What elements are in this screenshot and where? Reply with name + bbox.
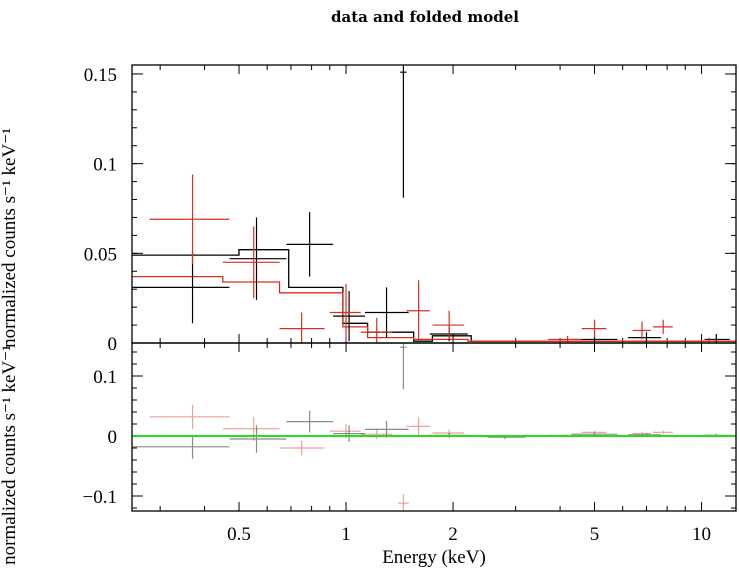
residual-point <box>632 431 651 436</box>
model-line <box>132 275 736 342</box>
data-point <box>329 283 361 342</box>
residual-group <box>286 410 334 433</box>
y-tick-label: 0.05 <box>84 244 117 265</box>
residual-point <box>652 430 673 435</box>
chart-title: data and folded model <box>331 8 519 26</box>
residual-group <box>132 434 230 459</box>
residual-group <box>149 404 230 429</box>
y-tick-label: −0.1 <box>83 487 117 508</box>
residual-group <box>333 425 365 442</box>
data-point <box>364 287 409 338</box>
residual-group <box>397 494 409 511</box>
data-point <box>279 312 325 343</box>
data-point <box>652 319 673 335</box>
x-tick-label: 5 <box>590 524 600 545</box>
data-point <box>360 317 393 343</box>
top-panel-ticks: 0 0.05 0.1 0.15 <box>84 65 736 355</box>
residual-group <box>400 343 407 390</box>
data-point <box>632 321 651 340</box>
residual-group <box>360 429 393 439</box>
residual-point <box>286 410 334 433</box>
x-axis-label: Energy (keV) <box>382 547 486 568</box>
residual-group <box>406 417 430 436</box>
residual-point <box>397 494 409 511</box>
x-tick-label: 1 <box>341 524 351 545</box>
data-point <box>548 335 582 343</box>
top-panel-frame <box>131 64 737 344</box>
residual-point <box>581 430 607 435</box>
residual-point <box>360 429 393 439</box>
data-point <box>229 217 287 300</box>
residual-group <box>632 431 651 436</box>
residual-point <box>400 343 407 390</box>
residual-group <box>581 430 607 435</box>
data-point <box>400 65 407 198</box>
y-tick-label: 0.1 <box>93 367 117 388</box>
x-tick-label: 2 <box>448 524 458 545</box>
y-tick-label: 0.15 <box>84 65 117 86</box>
bottom-panel-ticks: −0.1 0 0.1 <box>83 343 736 511</box>
residual-point <box>406 417 430 436</box>
model-line <box>132 249 736 342</box>
y-tick-label: 0.1 <box>93 155 117 176</box>
residual-point <box>333 425 365 442</box>
data-point <box>286 212 334 277</box>
residual-group <box>652 430 673 435</box>
residual-group <box>279 440 325 456</box>
residual-group <box>222 416 280 441</box>
y-tick-label: 0 <box>108 334 118 355</box>
bottom-panel-residuals <box>132 343 730 511</box>
data-point <box>406 280 430 342</box>
residual-point <box>132 434 230 459</box>
data-point <box>132 251 230 324</box>
data-point <box>222 226 280 299</box>
data-point <box>333 290 365 342</box>
bottom-panel-frame <box>131 342 737 512</box>
x-tick-label: 10 <box>692 524 711 545</box>
y-tick-label: 0 <box>108 427 118 448</box>
residual-group <box>229 425 287 453</box>
y-axis-label-bottom: normalized counts s⁻¹ keV⁻¹ <box>0 345 20 565</box>
data-point <box>432 310 465 340</box>
residual-point <box>279 440 325 456</box>
x-tick-label: 0.5 <box>227 524 251 545</box>
data-point <box>701 337 717 343</box>
data-point <box>149 174 230 265</box>
top-panel-data <box>132 65 730 343</box>
residual-point <box>229 425 287 453</box>
top-panel-model <box>132 249 736 342</box>
residual-point <box>222 416 280 441</box>
data-point <box>627 332 662 343</box>
bottom-panel: −0.1 0 0.1 <box>83 342 737 512</box>
data-point <box>581 319 607 338</box>
x-tick-labels: 0.5 1 2 5 10 <box>227 524 711 545</box>
top-panel: 0 0.05 0.1 0.15 <box>84 64 737 355</box>
residual-point <box>149 404 230 429</box>
y-axis-label-top: normalized counts s⁻¹ keV⁻¹ <box>0 128 20 348</box>
